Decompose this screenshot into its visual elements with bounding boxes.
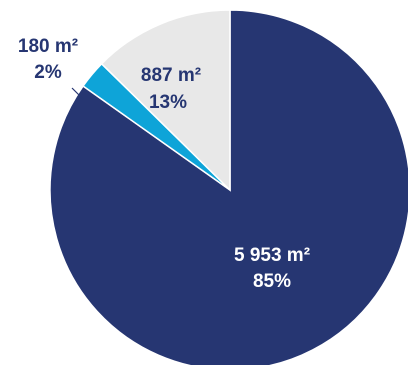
slice-label-percent: 85% (253, 271, 291, 292)
slice-label-area: 5 953 m² (234, 245, 310, 266)
slice-label-percent: 13% (149, 92, 187, 113)
pie-slice (100, 9, 231, 192)
pie-slices (49, 9, 408, 365)
pie-slice (49, 9, 408, 365)
slice-label-percent: 2% (34, 62, 62, 83)
slice-label-area: 180 m² (18, 36, 78, 57)
slice-label-area: 887 m² (141, 65, 201, 86)
label-leader-line (71, 87, 85, 101)
